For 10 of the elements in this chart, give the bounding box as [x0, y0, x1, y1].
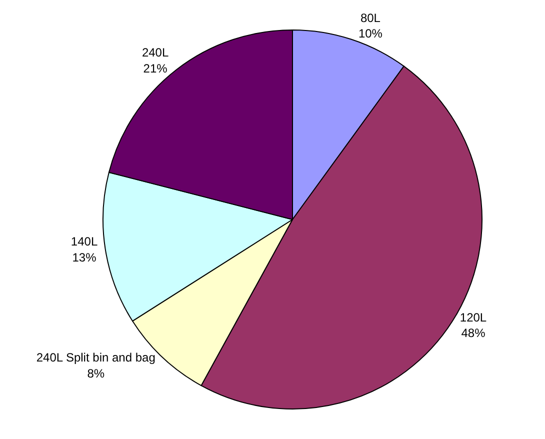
data-label: 13%	[72, 250, 97, 264]
data-label: 48%	[461, 326, 486, 340]
data-label: 21%	[143, 61, 168, 76]
slice-label: 240L Split bin and bag	[36, 350, 156, 365]
slice-label: 240L	[142, 46, 169, 60]
slice-label: 80L	[360, 11, 381, 26]
slice-label: 120L	[460, 310, 487, 324]
slice-label: 140L	[70, 234, 98, 249]
data-label: 10%	[358, 26, 383, 41]
data-label: 8%	[87, 366, 105, 380]
